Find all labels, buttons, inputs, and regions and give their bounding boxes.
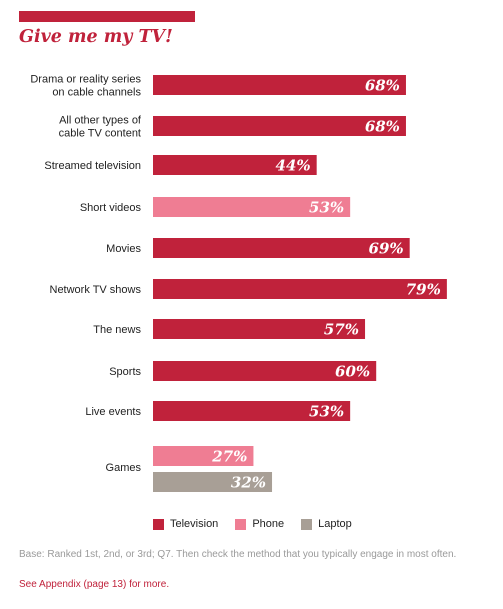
- category-label-the-news: The news: [93, 324, 141, 336]
- legend-swatch-phone: [235, 518, 247, 530]
- bar-sports-television: [153, 361, 377, 381]
- bar-live-events-television: [153, 401, 351, 421]
- bar-streamed-television-television: [153, 155, 317, 175]
- bar-network-tv-shows-television: [153, 279, 447, 299]
- legend-label-phone: Phone: [252, 518, 285, 530]
- category-label-games: Games: [106, 462, 142, 474]
- legend-item-laptop: Laptop: [301, 518, 352, 530]
- category-label-movies: Movies: [106, 243, 141, 255]
- category-label-live-events: Live events: [85, 406, 141, 418]
- category-label-short-videos: Short videos: [80, 202, 142, 214]
- bar-value-label-short-videos-phone: 53%: [309, 199, 344, 217]
- legend-item-television: Television: [153, 518, 218, 530]
- bar-value-label-drama-or-reality-series-on-cable-channels-television: 68%: [365, 77, 400, 95]
- bar-value-label-all-other-types-of-cable-tv-content-television: 68%: [365, 118, 400, 136]
- category-label-network-tv-shows: Network TV shows: [50, 284, 142, 296]
- appendix-link[interactable]: See Appendix (page 13) for more.: [19, 579, 170, 590]
- legend-label-television: Television: [170, 518, 219, 530]
- chart-title: Give me my TV!: [19, 27, 173, 47]
- bar-games-phone: [153, 446, 254, 466]
- bar-the-news-television: [153, 319, 366, 339]
- bar-value-label-live-events-television: 53%: [309, 403, 344, 421]
- bar-games-laptop: [153, 472, 273, 492]
- category-label-drama-or-reality-series-on-cable-channels: Drama or reality series on cable channels: [30, 74, 141, 99]
- category-label-all-other-types-of-cable-tv-content: All other types of cable TV content: [59, 115, 142, 140]
- legend-swatch-television: [153, 518, 164, 530]
- legend-swatch-laptop: [301, 518, 313, 530]
- bar-value-label-the-news-television: 57%: [324, 321, 359, 339]
- category-label-sports: Sports: [109, 366, 141, 378]
- legend-item-phone: Phone: [235, 518, 284, 530]
- bar-chart: Drama or reality series on cable channels…: [30, 74, 447, 492]
- bar-all-other-types-of-cable-tv-content-television: [153, 116, 406, 136]
- bar-drama-or-reality-series-on-cable-channels-television: [153, 75, 406, 95]
- base-footnote: Base: Ranked 1st, 2nd, or 3rd; Q7. Then …: [19, 549, 457, 560]
- category-label-streamed-television: Streamed television: [44, 160, 141, 172]
- legend-label-laptop: Laptop: [318, 518, 352, 530]
- bar-short-videos-phone: [153, 197, 351, 217]
- chart-legend: Television Phone Laptop: [153, 518, 369, 530]
- bar-value-label-network-tv-shows-television: 79%: [406, 281, 441, 299]
- bar-value-label-games-laptop: 32%: [231, 474, 266, 492]
- bar-value-label-movies-television: 69%: [369, 240, 404, 258]
- bar-value-label-streamed-television-television: 44%: [276, 157, 311, 175]
- bar-movies-television: [153, 238, 410, 258]
- bar-value-label-games-phone: 27%: [211, 448, 247, 466]
- bar-value-label-sports-television: 60%: [335, 363, 370, 381]
- title-accent-bar: [19, 11, 195, 22]
